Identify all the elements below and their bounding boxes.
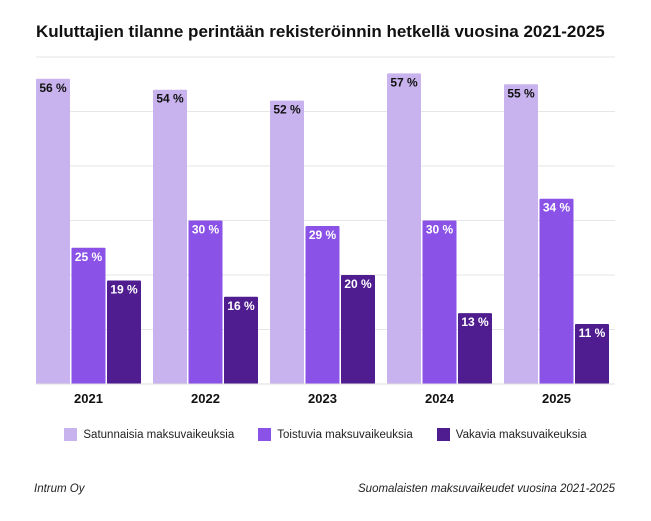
data-label: 55 % xyxy=(507,86,535,100)
data-label: 19 % xyxy=(110,282,138,296)
data-label: 52 % xyxy=(273,103,301,117)
bar xyxy=(107,280,141,384)
bar xyxy=(422,220,457,384)
x-tick-label: 2022 xyxy=(191,391,220,406)
data-label: 20 % xyxy=(344,277,372,291)
bar xyxy=(224,296,258,384)
data-label: 13 % xyxy=(461,315,489,329)
bar xyxy=(305,225,340,384)
bar xyxy=(36,78,70,385)
legend-item: Satunnaisia maksuvaikeuksia xyxy=(64,428,234,441)
bar xyxy=(188,220,223,384)
data-label: 56 % xyxy=(39,81,67,95)
bar-chart: 56 % 25 % 19 % 2021 54 % 30 % 16 % 2022 52 % 29 %… xyxy=(36,56,615,406)
footer-note: Suomalaisten maksuvaikeudet vuosina 2021… xyxy=(358,483,615,495)
legend-swatch xyxy=(258,428,272,441)
chart-title: Kuluttajien tilanne perintään rekisteröi… xyxy=(36,22,605,41)
bar xyxy=(458,313,492,384)
bar xyxy=(71,247,106,384)
data-label: 34 % xyxy=(543,201,571,215)
x-tick-label: 2023 xyxy=(308,391,337,406)
x-tick-label: 2021 xyxy=(74,391,103,406)
data-label: 30 % xyxy=(192,223,220,237)
data-label: 54 % xyxy=(156,92,184,106)
data-label: 25 % xyxy=(75,250,103,264)
data-label: 11 % xyxy=(579,326,606,340)
bar xyxy=(575,324,609,384)
bar xyxy=(504,84,538,384)
bar xyxy=(270,100,304,384)
legend-label: Vakavia maksuvaikeuksia xyxy=(455,428,587,441)
x-tick-label: 2024 xyxy=(425,391,455,406)
legend-swatch xyxy=(64,428,78,441)
legend-swatch xyxy=(436,428,450,441)
legend: Satunnaisia maksuvaikeuksia Toistuvia ma… xyxy=(0,428,651,441)
data-label: 30 % xyxy=(426,223,454,237)
bar xyxy=(153,89,187,384)
data-label: 29 % xyxy=(309,228,337,242)
legend-item: Vakavia maksuvaikeuksia xyxy=(436,428,587,441)
legend-label: Satunnaisia maksuvaikeuksia xyxy=(83,428,235,441)
footer-source: Intrum Oy xyxy=(34,483,85,495)
bar xyxy=(539,198,574,384)
legend-item: Toistuvia maksuvaikeuksia xyxy=(258,428,413,441)
bar xyxy=(387,73,421,384)
data-label: 57 % xyxy=(390,75,418,89)
bar xyxy=(341,275,375,384)
legend-label: Toistuvia maksuvaikeuksia xyxy=(277,428,413,441)
x-tick-label: 2025 xyxy=(542,391,571,406)
data-label: 16 % xyxy=(227,299,255,313)
